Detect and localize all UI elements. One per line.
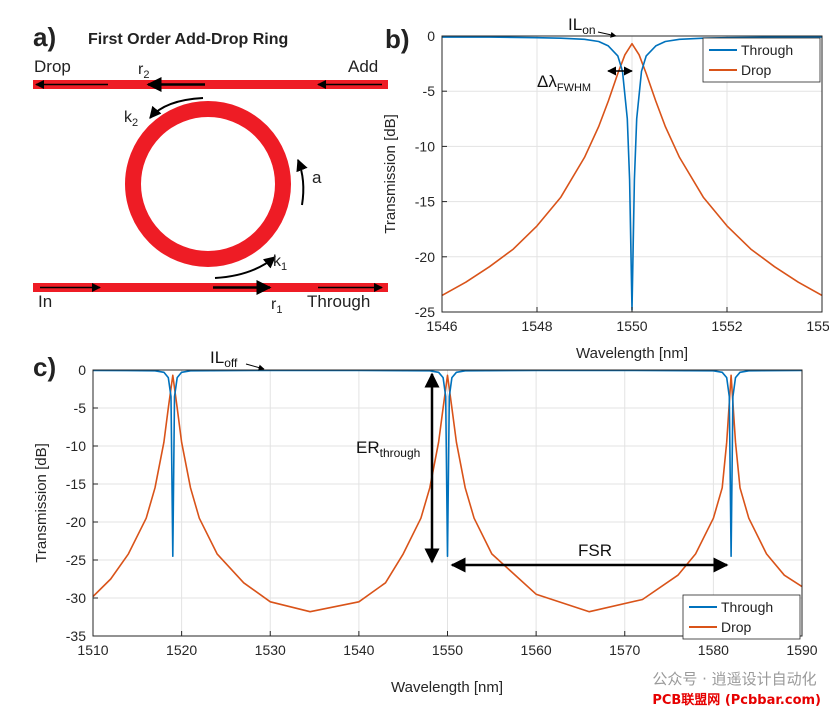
loss-arrow: [296, 158, 308, 206]
y-tick-label: -30: [66, 590, 86, 606]
panel-b-xlabel: Wavelength [nm]: [576, 345, 688, 362]
il-on-annotation: ILon: [568, 15, 596, 37]
y-tick-label: 0: [78, 362, 86, 378]
legend-c-drop-label: Drop: [721, 619, 752, 635]
panel-b-legend: Through Drop: [702, 37, 821, 83]
x-tick-label: 1554: [806, 318, 829, 334]
panel-a-ring-diagram: a) First Order Add-Drop Ring Drop Add r2…: [33, 22, 388, 316]
x-tick-label: 1570: [609, 642, 640, 658]
panel-b-label: b): [385, 24, 410, 54]
panel-a-label: a): [33, 22, 56, 52]
y-tick-label: 0: [427, 28, 435, 44]
y-tick-label: -5: [423, 83, 436, 99]
er-annotation: ERthrough: [356, 438, 420, 460]
a-label: a: [312, 168, 322, 187]
x-tick-label: 1530: [255, 642, 286, 658]
legend-c-through-label: Through: [721, 599, 773, 615]
panel-c-ylabel: Transmission [dB]: [33, 443, 50, 562]
series-drop-line: [441, 42, 822, 297]
panel-c-ticks: 1510 1520 1530 1540 1550 1560 1570 1580 1590 0 -5 -…: [66, 362, 818, 658]
k1-arrow: [214, 256, 276, 279]
y-tick-label: -25: [66, 552, 86, 568]
y-tick-label: -15: [415, 194, 435, 210]
il-off-arrow: [245, 363, 265, 371]
y-tick-label: -35: [66, 628, 86, 644]
x-tick-label: 1550: [432, 642, 463, 658]
panel-c-xlabel: Wavelength [nm]: [391, 679, 503, 696]
y-tick-label: -20: [415, 249, 435, 265]
panel-c-label: c): [33, 352, 56, 382]
x-tick-label: 1510: [77, 642, 108, 658]
fwhm-annotation: ΔλFWHM: [537, 72, 591, 94]
legend-drop-label: Drop: [741, 62, 772, 78]
panel-b-ticks: 1546 1548 1550 1552 1554 0 -5 -10 -15 -20 -25: [415, 28, 829, 334]
port-drop-label: Drop: [34, 57, 71, 76]
panel-b-legend-box: [702, 37, 821, 83]
il-on-arrow: [597, 31, 617, 38]
k2-arrow: [149, 97, 204, 119]
panel-c-legend: Through Drop: [682, 594, 801, 640]
r1-label: r1: [271, 296, 282, 316]
panel-c-plot-area: [93, 370, 802, 613]
y-tick-label: -20: [66, 514, 86, 530]
port-through-label: Through: [307, 292, 370, 311]
y-tick-label: -15: [66, 476, 86, 492]
y-tick-label: -5: [74, 400, 87, 416]
k1-label: k1: [273, 253, 287, 273]
drop-add-waveguide: [33, 80, 388, 89]
series-through-line: [93, 370, 802, 558]
x-tick-label: 1580: [698, 642, 729, 658]
x-tick-label: 1590: [786, 642, 817, 658]
x-tick-label: 1560: [521, 642, 552, 658]
panel-c-chart: c) 1510 1520 1530 1540 1550 1560 1570 1580 1590 0…: [33, 348, 818, 696]
k2-label: k2: [124, 109, 138, 129]
legend-through-label: Through: [741, 42, 793, 58]
r2-label: r2: [138, 61, 149, 81]
panel-a-title: First Order Add-Drop Ring: [88, 31, 288, 48]
y-tick-label: -10: [66, 438, 86, 454]
panel-b-chart: b) 1546 1548 1550 1552 1554 0 -5 -10 -15 -20 -25 W…: [382, 15, 829, 362]
panel-c-legend-box: [682, 594, 801, 640]
port-add-label: Add: [348, 57, 378, 76]
x-tick-label: 1546: [426, 318, 457, 334]
watermark: 公众号 · 逍遥设计自动化 PCB联盟网 (Pcbbar.com): [652, 668, 821, 708]
x-tick-label: 1540: [343, 642, 374, 658]
x-tick-label: 1520: [166, 642, 197, 658]
il-off-annotation: ILoff: [210, 348, 238, 370]
y-tick-label: -10: [415, 138, 435, 154]
watermark-line2: PCB联盟网 (Pcbbar.com): [652, 693, 821, 708]
ring-resonator: [125, 101, 291, 267]
fsr-annotation: FSR: [578, 541, 612, 560]
port-in-label: In: [38, 292, 52, 311]
in-through-waveguide: [33, 283, 388, 292]
x-tick-label: 1550: [616, 318, 647, 334]
series-drop-line: [93, 374, 802, 613]
watermark-line1: 公众号 · 逍遥设计自动化: [652, 670, 817, 688]
panel-b-ylabel: Transmission [dB]: [382, 114, 399, 233]
x-tick-label: 1552: [711, 318, 742, 334]
y-tick-label: -25: [415, 304, 435, 320]
x-tick-label: 1548: [521, 318, 552, 334]
